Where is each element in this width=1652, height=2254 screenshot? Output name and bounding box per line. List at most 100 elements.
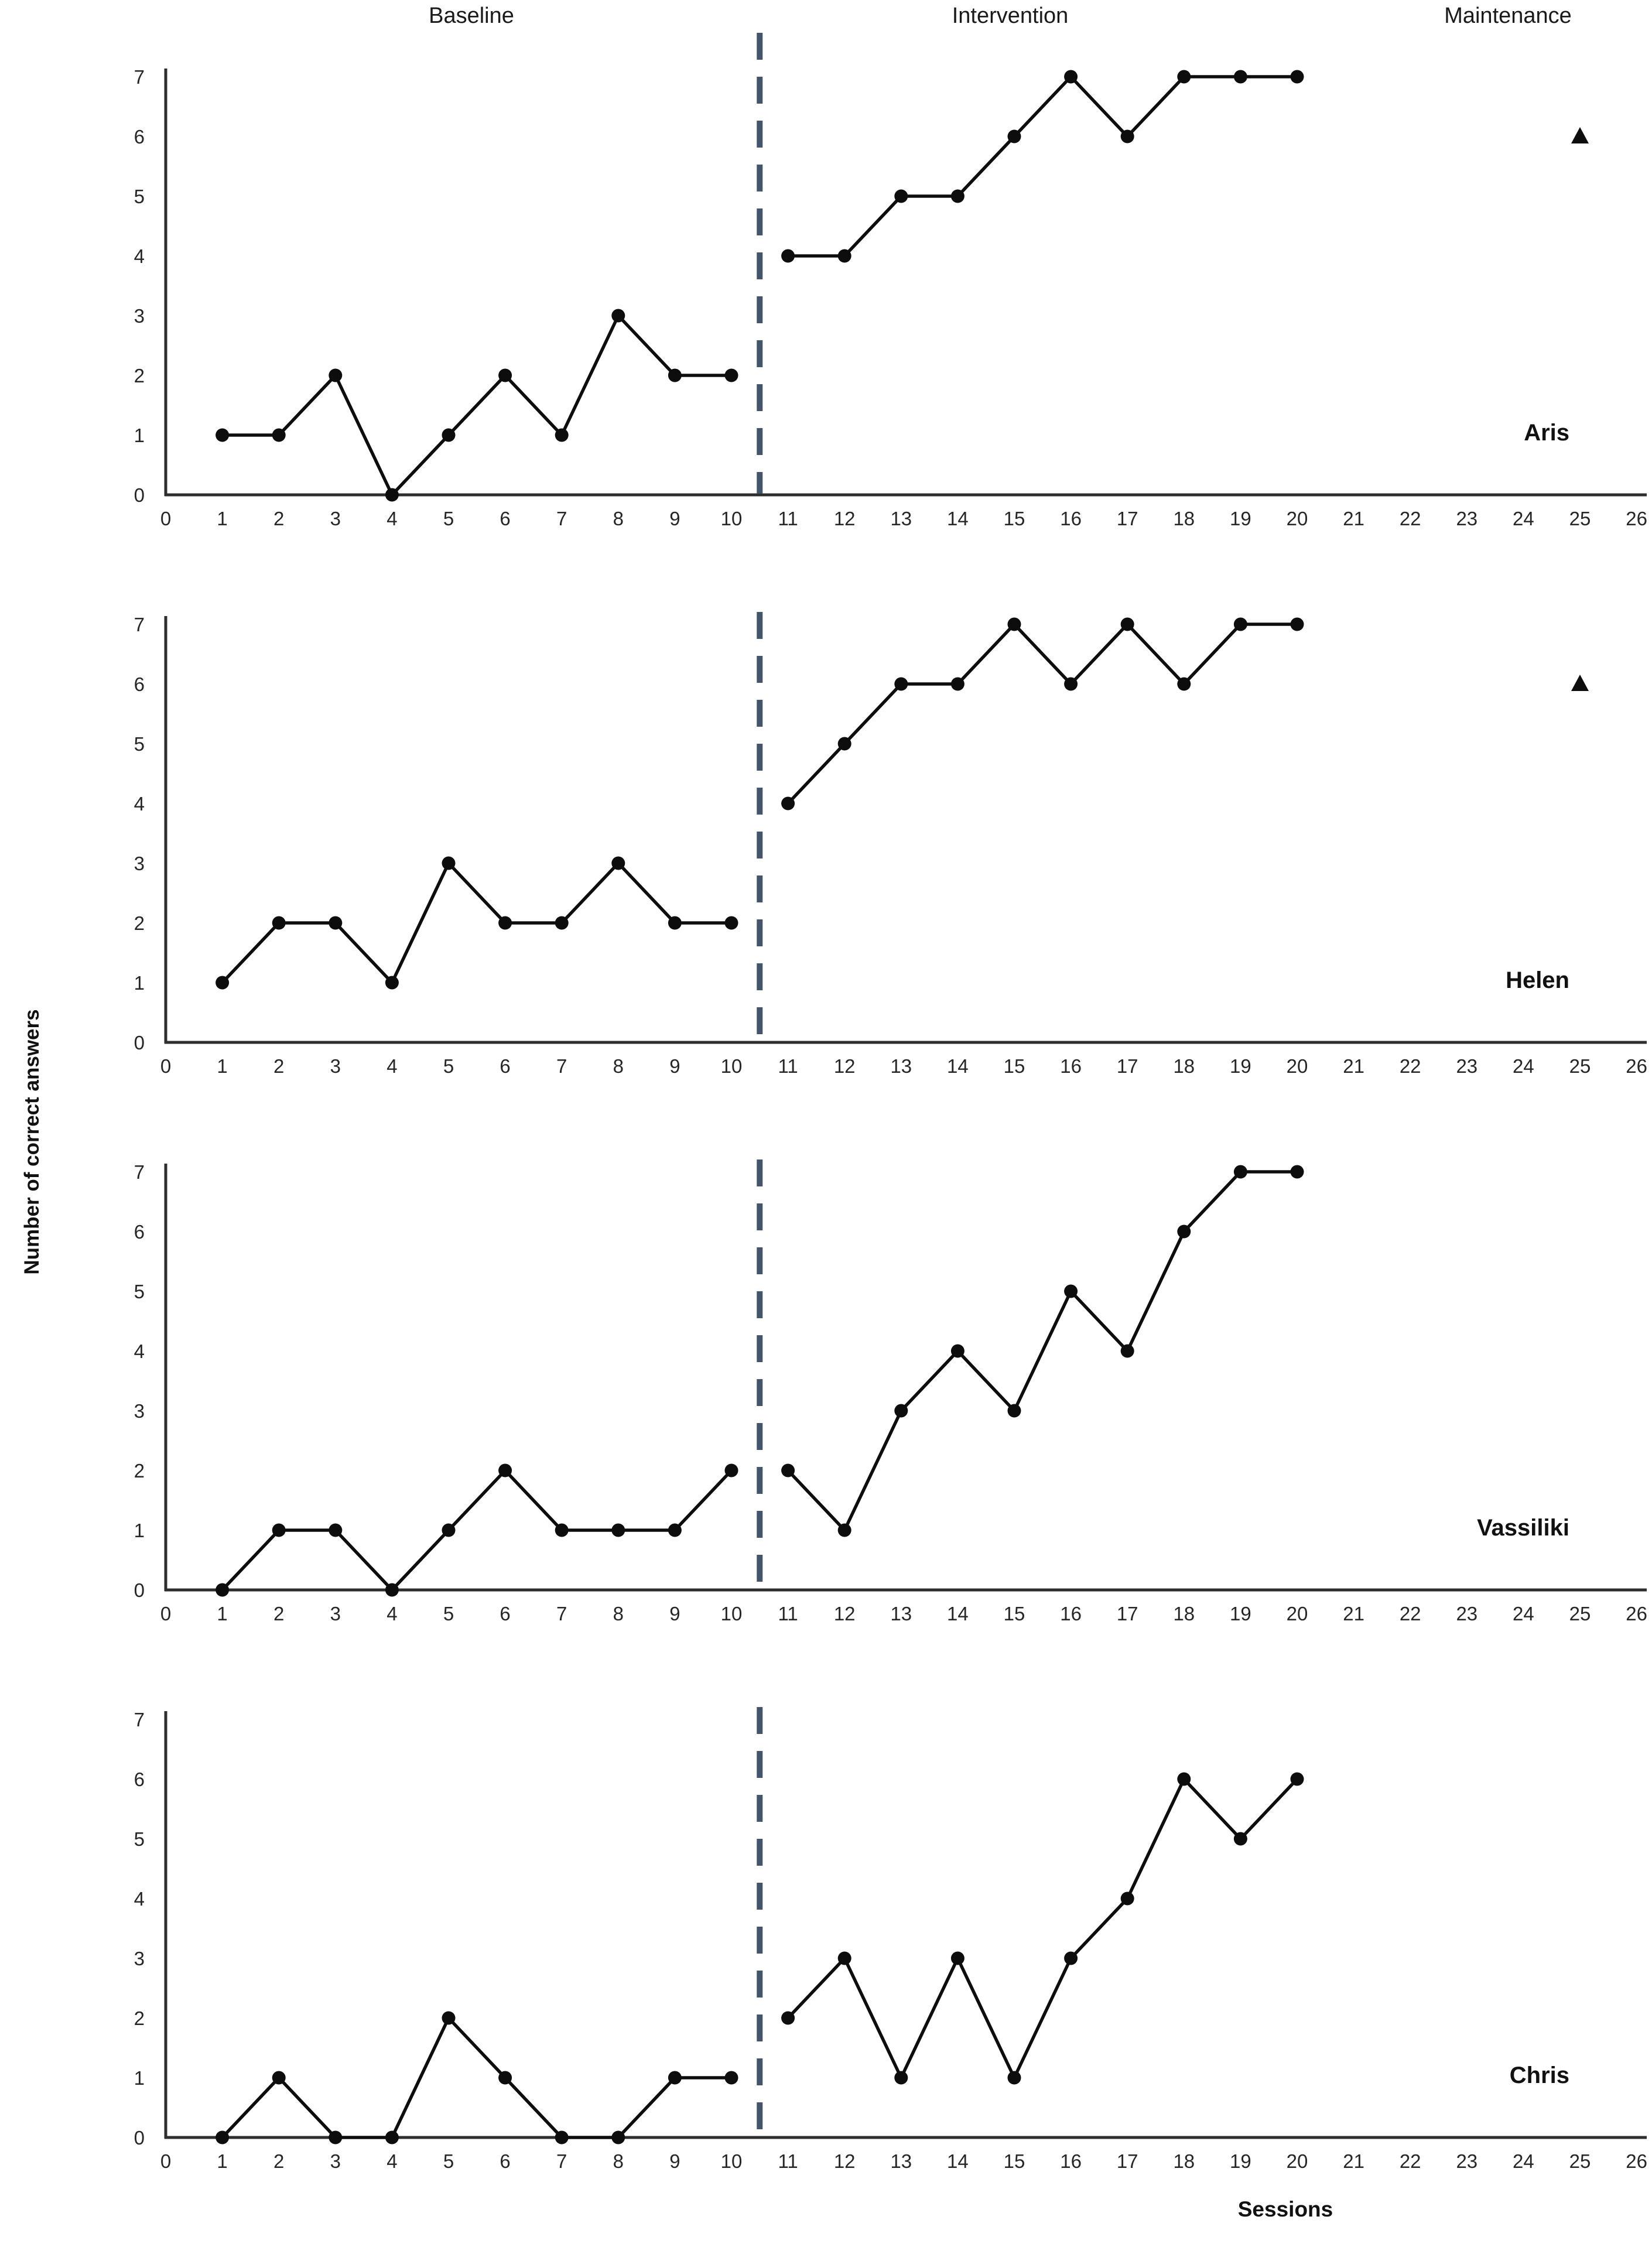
- x-tick-label: 4: [387, 508, 397, 529]
- x-tick-label: 11: [778, 2150, 798, 2172]
- data-point: [1177, 70, 1191, 84]
- x-tick-label: 0: [160, 1603, 171, 1624]
- x-tick-label: 2: [273, 2150, 284, 2172]
- y-tick-label: 7: [134, 1709, 145, 1730]
- x-tick-label: 26: [1626, 2150, 1647, 2172]
- x-tick-label: 25: [1569, 1055, 1591, 1077]
- participant-label: Vassiliki: [1477, 1515, 1569, 1541]
- x-tick-label: 7: [556, 1055, 567, 1077]
- data-point: [442, 2011, 456, 2025]
- x-tick-label: 15: [1004, 508, 1025, 529]
- data-point: [272, 428, 286, 442]
- phase-label-maintenance: Maintenance: [1444, 4, 1572, 28]
- data-point: [950, 677, 964, 691]
- data-point: [1177, 1225, 1191, 1239]
- participant-label: Helen: [1506, 967, 1569, 993]
- intervention-line: [786, 622, 1299, 805]
- x-tick-label: 12: [834, 1603, 856, 1624]
- x-tick-label: 3: [330, 2150, 341, 2172]
- x-tick-label: 22: [1400, 508, 1421, 529]
- x-tick-label: 23: [1456, 1055, 1477, 1077]
- x-tick-label: 14: [947, 508, 969, 529]
- y-tick-label: 1: [134, 425, 145, 446]
- x-tick-label: 15: [1004, 1055, 1025, 1077]
- x-tick-label: 21: [1343, 2150, 1364, 2172]
- data-point: [894, 677, 908, 691]
- y-tick-label: 3: [134, 853, 145, 874]
- x-tick-label: 16: [1060, 1055, 1082, 1077]
- data-point: [1177, 1772, 1191, 1786]
- x-tick-label: 21: [1343, 508, 1364, 529]
- data-point: [724, 2071, 738, 2085]
- data-point: [1064, 1951, 1078, 1965]
- x-tick-label: 3: [330, 1055, 341, 1077]
- data-point: [442, 428, 456, 442]
- data-point: [216, 976, 230, 990]
- data-point: [1064, 677, 1078, 691]
- x-tick-label: 10: [721, 2150, 743, 2172]
- data-point: [894, 189, 908, 203]
- x-tick-label: 13: [890, 1603, 912, 1624]
- x-tick-label: 0: [160, 508, 171, 529]
- y-tick-label: 3: [134, 305, 145, 327]
- x-tick-label: 4: [387, 1603, 397, 1624]
- x-tick-label: 8: [613, 1055, 624, 1077]
- data-point: [555, 916, 569, 930]
- y-tick-label: 5: [134, 1828, 145, 1850]
- x-tick-label: 11: [778, 1055, 798, 1077]
- x-axis-title: Sessions: [1237, 2197, 1333, 2221]
- x-tick-label: 21: [1343, 1055, 1364, 1077]
- data-point: [1233, 617, 1247, 631]
- data-point: [1120, 617, 1134, 631]
- x-tick-label: 14: [947, 1603, 969, 1624]
- x-tick-label: 4: [387, 2150, 397, 2172]
- x-tick-label: 19: [1230, 1603, 1251, 1624]
- x-tick-label: 9: [669, 1603, 680, 1624]
- x-tick-label: 24: [1513, 2150, 1534, 2172]
- data-point: [329, 1523, 343, 1537]
- x-tick-label: 7: [556, 508, 567, 529]
- x-tick-label: 17: [1117, 508, 1138, 529]
- data-point: [385, 2130, 399, 2144]
- x-tick-label: 13: [890, 2150, 912, 2172]
- participant-label: Aris: [1524, 420, 1569, 446]
- data-point: [781, 2011, 795, 2025]
- x-tick-label: 9: [669, 1055, 680, 1077]
- y-tick-label: 6: [134, 126, 145, 148]
- x-tick-label: 0: [160, 1055, 171, 1077]
- y-tick-label: 1: [134, 1520, 145, 1541]
- data-point: [611, 309, 625, 323]
- y-tick-label: 2: [134, 2007, 145, 2029]
- y-tick-label: 4: [134, 245, 145, 267]
- y-tick-label: 4: [134, 1340, 145, 1362]
- data-point: [272, 1523, 286, 1537]
- x-tick-label: 1: [217, 1055, 227, 1077]
- x-tick-label: 20: [1287, 508, 1308, 529]
- x-tick-label: 10: [721, 1055, 743, 1077]
- y-tick-label: 0: [134, 2127, 145, 2149]
- y-tick-label: 3: [134, 1400, 145, 1422]
- data-point: [724, 916, 738, 930]
- data-point: [1290, 1165, 1304, 1179]
- data-point: [1007, 1404, 1021, 1418]
- data-point: [1120, 129, 1134, 143]
- x-tick-label: 25: [1569, 508, 1591, 529]
- x-tick-label: 14: [947, 2150, 969, 2172]
- x-tick-label: 1: [217, 2150, 227, 2172]
- x-tick-label: 17: [1117, 1055, 1138, 1077]
- x-tick-label: 1: [217, 1603, 227, 1624]
- data-point: [837, 249, 851, 263]
- x-tick-label: 3: [330, 508, 341, 529]
- baseline-line: [220, 314, 733, 497]
- x-tick-label: 22: [1400, 2150, 1421, 2172]
- y-tick-label: 5: [134, 186, 145, 207]
- data-point: [385, 976, 399, 990]
- data-point: [498, 1463, 512, 1477]
- data-point: [894, 1404, 908, 1418]
- data-point: [216, 1583, 230, 1597]
- data-point: [950, 1344, 964, 1358]
- y-tick-label: 7: [134, 614, 145, 635]
- data-point: [781, 1463, 795, 1477]
- baseline-line: [220, 861, 733, 984]
